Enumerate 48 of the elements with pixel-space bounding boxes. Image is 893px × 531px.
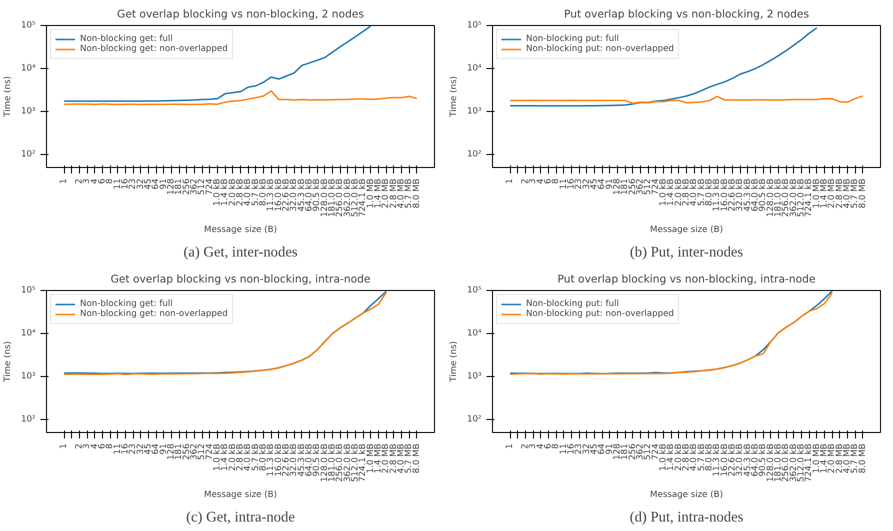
text: (a) Get, inter-nodes <box>183 244 298 260</box>
chart-title: Get overlap blocking vs non-blocking, intra-node <box>110 272 370 286</box>
y-tick-label: 10² <box>467 414 482 425</box>
x-tick-label: 8.0 MB <box>858 443 868 474</box>
y-tick-label: 10⁵ <box>467 286 482 296</box>
y-tick-label: 10³ <box>467 106 482 117</box>
text: (d) Put, intra-nodes <box>630 510 744 526</box>
x-tick-label: 1 <box>59 443 70 450</box>
y-tick-label: 10⁵ <box>467 20 482 30</box>
x-axis-title: Message size (B) <box>204 224 277 235</box>
legend-label: Non-blocking get: non-overlapped <box>80 44 228 54</box>
y-tick-label: 10⁵ <box>21 286 36 296</box>
chart-title: Get overlap blocking vs non-blocking, 2 nodes <box>117 8 364 20</box>
y-tick-label: 10³ <box>21 372 36 382</box>
y-axis-title: Time (ns) <box>3 341 14 383</box>
legend-label: Non-blocking get: full <box>80 34 173 44</box>
y-tick-label: 10² <box>21 414 36 425</box>
x-tick-label: 1 <box>505 443 516 450</box>
legend-label: Non-blocking put: full <box>526 34 619 44</box>
y-tick-label: 10² <box>21 150 36 160</box>
text: (b) Put, inter-nodes <box>630 244 744 260</box>
legend-label: Non-blocking put: non-overlapped <box>526 44 674 54</box>
x-tick-label: 1 <box>59 178 70 184</box>
y-axis-title: Time (ns) <box>449 76 460 118</box>
x-axis-title: Message size (B) <box>650 490 723 500</box>
chart-title: Put overlap blocking vs non-blocking, 2 nodes <box>564 8 810 20</box>
y-tick-label: 10⁴ <box>21 328 36 339</box>
x-tick-label: 8.0 MB <box>858 178 868 208</box>
x-tick-label: 8.0 MB <box>412 443 422 474</box>
chart-title: Put overlap blocking vs non-blocking, intra-node <box>558 272 816 286</box>
y-tick-label: 10³ <box>467 372 482 382</box>
x-tick-label: 8.0 MB <box>412 178 422 208</box>
y-tick-label: 10⁴ <box>467 64 482 74</box>
x-axis-title: Message size (B) <box>650 224 723 235</box>
legend-label: Non-blocking get: full <box>80 299 173 309</box>
y-tick-label: 10² <box>467 150 482 160</box>
y-tick-label: 10⁴ <box>467 328 482 339</box>
y-axis-title: Time (ns) <box>449 341 460 383</box>
text: (c) Get, intra-node <box>186 510 295 526</box>
legend-label: Non-blocking put: non-overlapped <box>526 309 674 319</box>
legend-label: Non-blocking get: non-overlapped <box>80 309 228 319</box>
y-axis-title: Time (ns) <box>3 76 14 118</box>
y-tick-label: 10⁵ <box>21 20 36 30</box>
x-tick-label: 1 <box>505 178 516 184</box>
legend-label: Non-blocking put: full <box>526 299 619 309</box>
y-tick-label: 10⁴ <box>21 64 36 74</box>
x-axis-title: Message size (B) <box>204 490 277 500</box>
y-tick-label: 10³ <box>21 106 36 117</box>
